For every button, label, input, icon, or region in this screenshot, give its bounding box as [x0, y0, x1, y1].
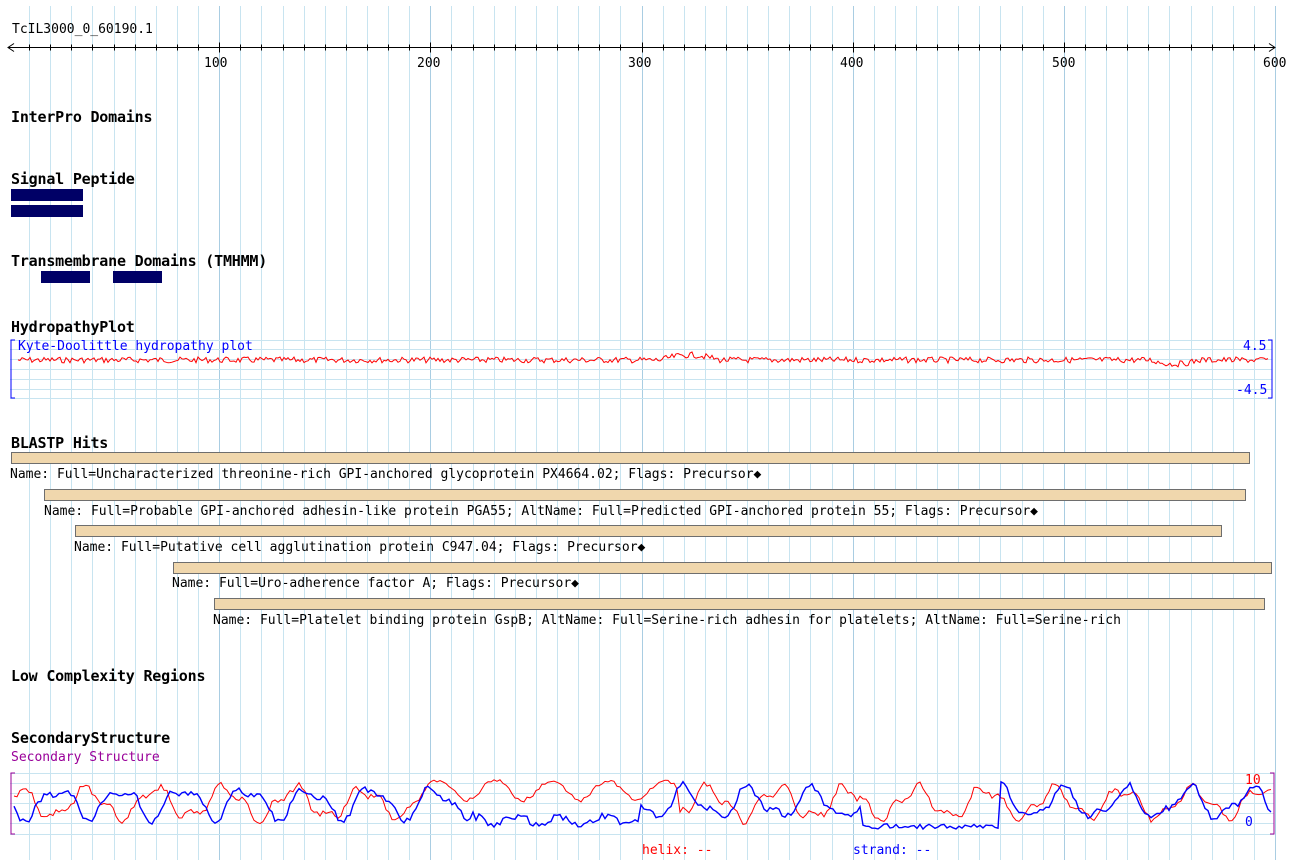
protein-id: TcIL3000_0_60190.1: [12, 22, 153, 37]
hydropathy-bracket-right: [1268, 339, 1273, 399]
blastp-hit-bar[interactable]: [75, 525, 1222, 537]
signal-peptide-bar[interactable]: [11, 189, 83, 201]
ruler-arrow-right: [1268, 43, 1276, 52]
transmembrane-bar[interactable]: [41, 271, 90, 283]
hydropathy-line: [17, 351, 1269, 368]
helix-line: [13, 779, 1272, 825]
blastp-hit-label[interactable]: Name: Full=Putative cell agglutination p…: [74, 540, 646, 555]
blastp-hit-bar[interactable]: [44, 489, 1246, 501]
secondary-bracket-right: [1270, 772, 1275, 835]
ruler-tick-400: 400: [840, 56, 864, 71]
blastp-hit-label[interactable]: Name: Full=Uro-adherence factor A; Flags…: [172, 576, 579, 591]
strand-legend-label: strand: --: [853, 843, 932, 858]
ruler-tick-300: 300: [628, 56, 652, 71]
section-signal-peptide: Signal Peptide: [11, 170, 135, 188]
hydropathy-max-label: 4.5: [1243, 339, 1267, 354]
secondary-structure-max-label: 10: [1245, 773, 1261, 788]
blastp-hit-bar[interactable]: [11, 452, 1250, 464]
ruler-tick-600: 600: [1263, 56, 1287, 71]
secondary-structure-plot-label: Secondary Structure: [11, 750, 160, 765]
secondary-bracket-left: [10, 772, 15, 835]
section-hydropathy-plot: HydropathyPlot: [11, 318, 135, 336]
blastp-hit-label[interactable]: Name: Full=Uncharacterized threonine-ric…: [10, 467, 762, 482]
blastp-hit-bar[interactable]: [173, 562, 1272, 574]
helix-legend-label: helix: --: [642, 843, 713, 858]
ruler-tick-500: 500: [1052, 56, 1076, 71]
hydropathy-plot-label: Kyte-Doolittle hydropathy plot: [18, 339, 253, 354]
strand-line: [13, 780, 1272, 831]
section-interpro-domains: InterPro Domains: [11, 108, 153, 126]
ruler-arrow-left: [7, 43, 15, 52]
blastp-hit-label[interactable]: Name: Full=Probable GPI-anchored adhesin…: [44, 504, 1038, 519]
hydropathy-min-label: -4.5: [1236, 383, 1268, 398]
section-low-complexity-regions: Low Complexity Regions: [11, 667, 206, 685]
section-blastp-hits: BLASTP Hits: [11, 434, 109, 452]
ruler-tick-200: 200: [417, 56, 441, 71]
section-transmembrane-domains: Transmembrane Domains (TMHMM): [11, 252, 268, 270]
section-secondary-structure: SecondaryStructure: [11, 729, 170, 747]
transmembrane-bar[interactable]: [113, 271, 162, 283]
hydropathy-bracket-left: [10, 339, 15, 399]
secondary-structure-min-label: 0: [1245, 815, 1253, 830]
signal-peptide-bar[interactable]: [11, 205, 83, 217]
blastp-hit-label[interactable]: Name: Full=Platelet binding protein GspB…: [213, 613, 1121, 628]
blastp-hit-bar[interactable]: [214, 598, 1265, 610]
ruler-tick-100: 100: [204, 56, 228, 71]
